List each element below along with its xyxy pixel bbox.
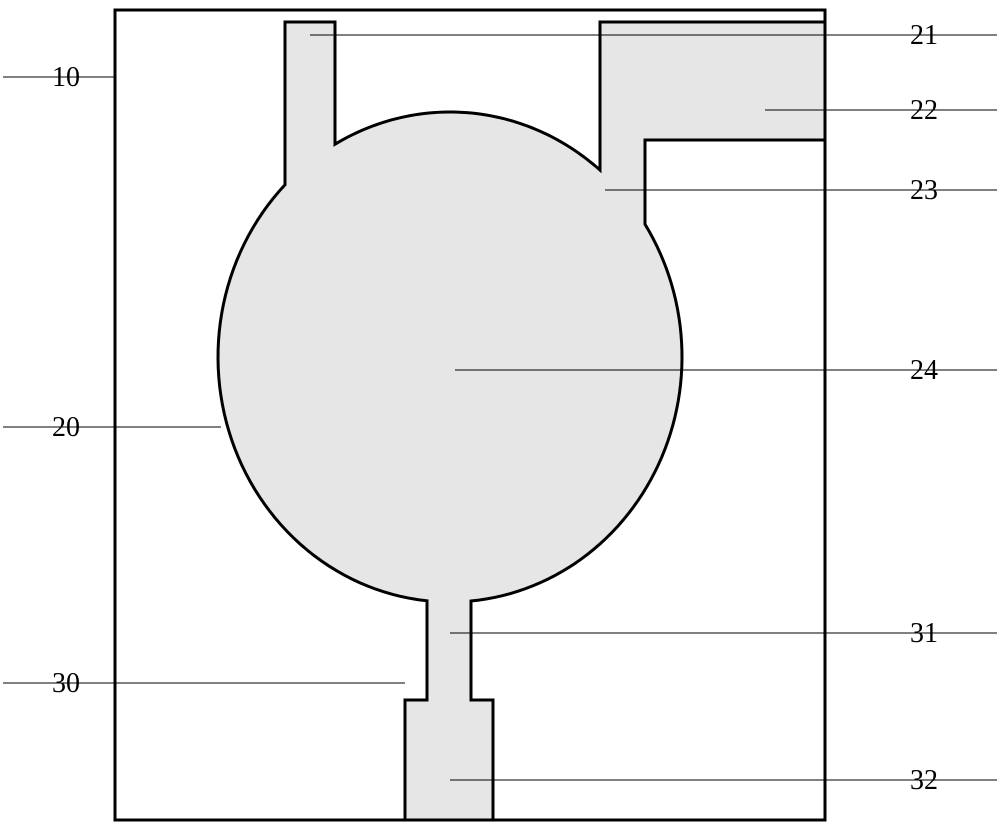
- label-30: 30: [52, 668, 80, 700]
- label-10: 10: [52, 62, 80, 94]
- label-32: 32: [910, 765, 938, 797]
- label-21: 21: [910, 20, 938, 52]
- label-22: 22: [910, 95, 938, 127]
- label-31: 31: [910, 618, 938, 650]
- label-23: 23: [910, 175, 938, 207]
- label-24: 24: [910, 355, 938, 387]
- diagram-svg: [0, 0, 1000, 835]
- label-20: 20: [52, 412, 80, 444]
- diagram-container: 10 20 30 21 22 23 24 31 32: [0, 0, 1000, 835]
